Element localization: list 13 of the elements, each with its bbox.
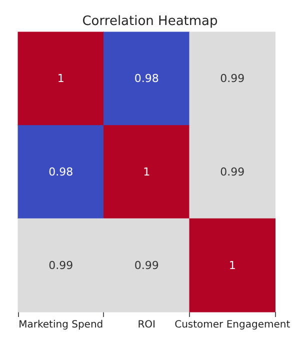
data-label: 0.99 xyxy=(48,258,74,272)
x-tick-label: Marketing Spend xyxy=(18,320,104,330)
data-label: 0.98 xyxy=(48,166,74,178)
data-label: 0.98 xyxy=(134,72,159,86)
data-label: 1 xyxy=(143,166,150,178)
chart-title: Correlation Heatmap xyxy=(82,14,218,29)
x-tick-label: ROI xyxy=(138,320,156,330)
data-label: 1 xyxy=(228,258,236,272)
data-label: 0.99 xyxy=(220,72,245,86)
x-tick-label: Customer Engagement xyxy=(174,320,290,330)
data-label: 1 xyxy=(57,72,64,86)
data-label: 0.99 xyxy=(220,166,245,178)
data-label: 0.99 xyxy=(134,258,159,272)
